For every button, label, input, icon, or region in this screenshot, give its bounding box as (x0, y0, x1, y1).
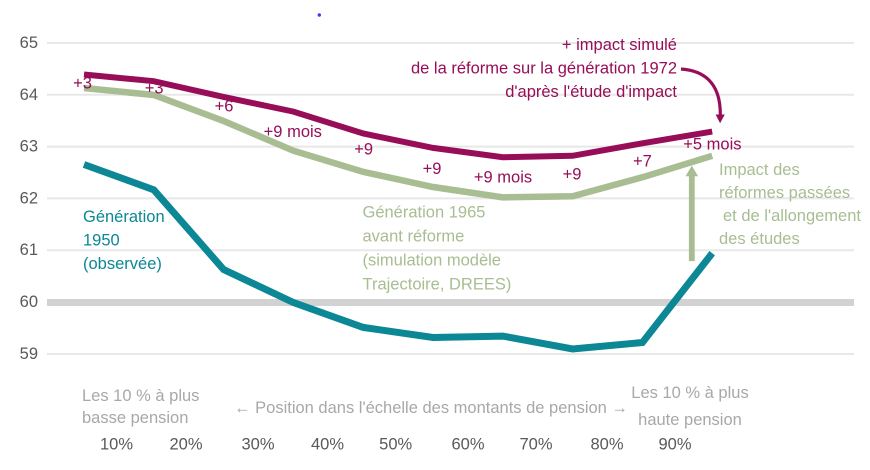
svg-text:60: 60 (20, 293, 38, 311)
svg-text:et de l'allongement: et de l'allongement (723, 207, 861, 225)
svg-text:62: 62 (20, 189, 38, 207)
svg-text:+9: +9 (354, 140, 373, 158)
svg-text:+3: +3 (73, 75, 92, 93)
svg-text:40%: 40% (311, 436, 344, 454)
svg-text:Les 10 % à plus: Les 10 % à plus (82, 387, 199, 405)
svg-text:haute pension: haute pension (638, 411, 742, 429)
svg-text:de la réforme sur la génératio: de la réforme sur la génération 1972 (411, 60, 677, 78)
svg-text:(observée): (observée) (83, 255, 162, 273)
svg-text:60%: 60% (451, 436, 484, 454)
svg-text:Trajectoire, DREES): Trajectoire, DREES) (363, 276, 512, 294)
svg-text:avant réforme: avant réforme (363, 228, 465, 246)
svg-text:10%: 10% (100, 436, 133, 454)
svg-text:80%: 80% (590, 436, 623, 454)
svg-text:63: 63 (20, 138, 38, 156)
svg-text:20%: 20% (169, 436, 202, 454)
svg-text:1950: 1950 (83, 232, 120, 250)
svg-text:64: 64 (20, 86, 38, 104)
svg-text:+9 mois: +9 mois (264, 123, 322, 141)
svg-text:+9: +9 (423, 160, 442, 178)
svg-text:(simulation modèle: (simulation modèle (363, 252, 501, 270)
svg-text:basse pension: basse pension (82, 409, 188, 427)
svg-text:65: 65 (20, 34, 38, 52)
svg-text:réformes passées: réformes passées (719, 184, 850, 202)
svg-text:Impact des: Impact des (719, 161, 800, 179)
svg-text:+9: +9 (563, 165, 582, 183)
svg-text:+6: +6 (215, 97, 234, 115)
svg-text:Génération 1965: Génération 1965 (363, 204, 486, 222)
svg-text:+ impact simulé: + impact simulé (562, 36, 677, 54)
svg-text:61: 61 (20, 241, 38, 259)
svg-text:30%: 30% (241, 436, 274, 454)
svg-text:+9 mois: +9 mois (474, 169, 532, 187)
svg-text:90%: 90% (658, 436, 691, 454)
svg-text:59: 59 (20, 345, 38, 363)
svg-text:Génération: Génération (83, 208, 165, 226)
svg-text:← Position dans l'échelle des: ← Position dans l'échelle des montants d… (234, 399, 628, 417)
svg-text:+5 mois: +5 mois (683, 135, 741, 153)
svg-text:+7: +7 (633, 153, 652, 171)
svg-text:50%: 50% (379, 436, 412, 454)
svg-text:d'après l'étude d'impact: d'après l'étude d'impact (505, 83, 677, 101)
svg-text:70%: 70% (519, 436, 552, 454)
svg-text:+3: +3 (145, 79, 164, 97)
svg-text:des études: des études (719, 230, 800, 248)
svg-text:Les 10 % à plus: Les 10 % à plus (631, 384, 748, 402)
